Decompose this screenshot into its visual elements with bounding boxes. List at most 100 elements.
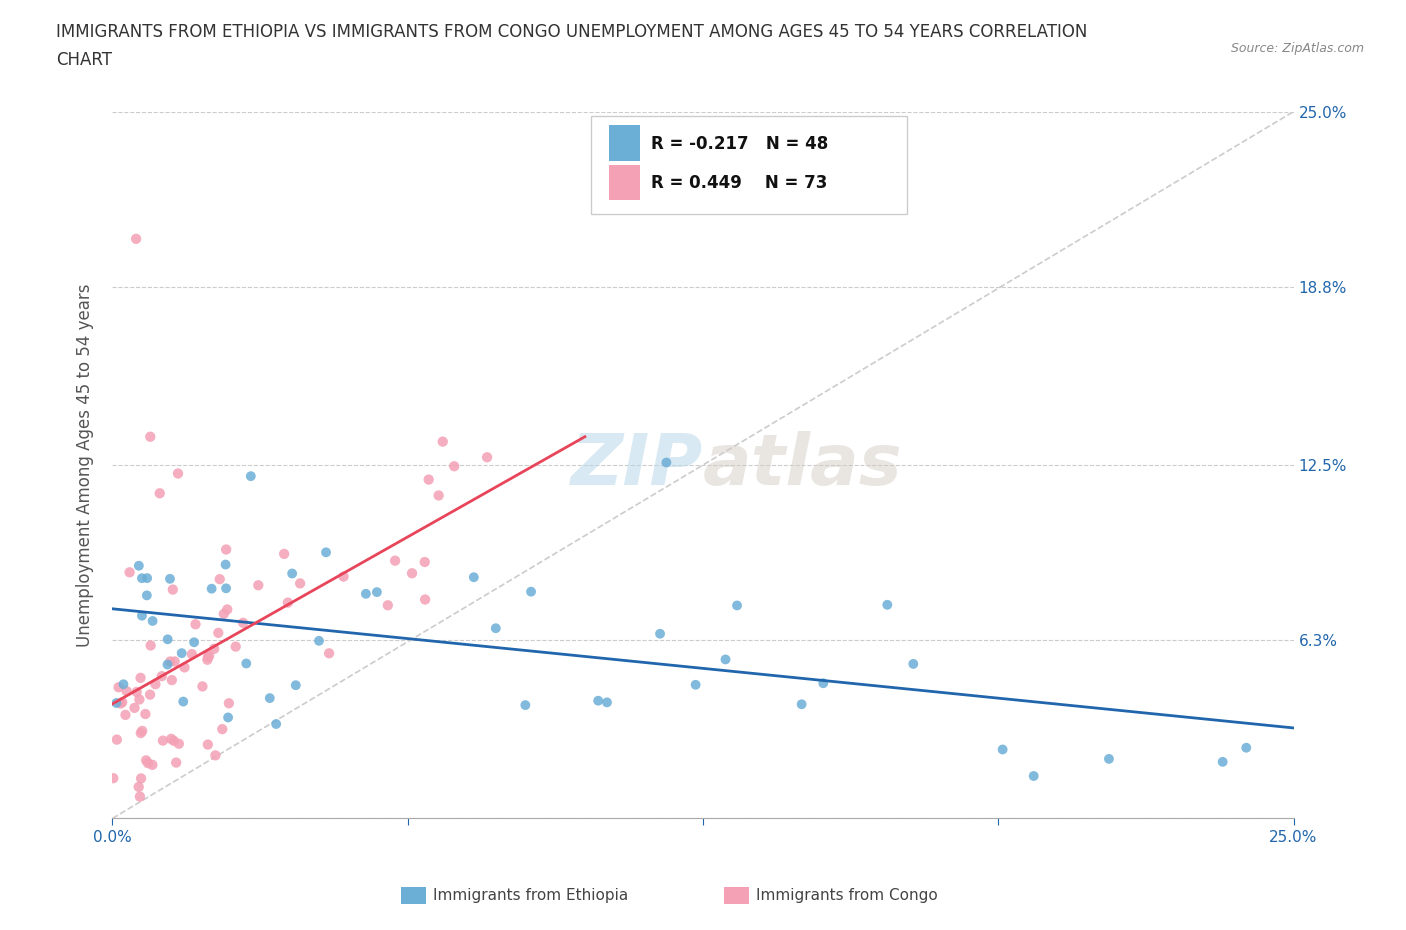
Point xyxy=(141,757,163,772)
Text: CHART: CHART xyxy=(56,51,112,69)
Point xyxy=(520,584,543,599)
Point xyxy=(172,694,194,709)
Point xyxy=(214,557,236,572)
Point xyxy=(273,547,295,562)
Point xyxy=(135,588,157,603)
Point xyxy=(418,472,440,487)
Point xyxy=(167,466,190,481)
Point xyxy=(991,742,1014,757)
Point xyxy=(217,710,239,724)
Point xyxy=(725,598,748,613)
Point xyxy=(173,660,195,675)
Point xyxy=(586,693,609,708)
Point xyxy=(714,652,737,667)
Point xyxy=(128,692,150,707)
Point xyxy=(432,434,454,449)
Point xyxy=(288,576,311,591)
Point xyxy=(308,633,330,648)
Point xyxy=(107,680,129,695)
Point xyxy=(136,571,159,586)
Point xyxy=(218,696,240,711)
Point xyxy=(152,733,174,748)
Point xyxy=(156,631,179,646)
Text: ZIP: ZIP xyxy=(571,431,703,499)
Text: Immigrants from Congo: Immigrants from Congo xyxy=(756,888,938,903)
Point xyxy=(247,578,270,592)
Point xyxy=(160,672,183,687)
Point xyxy=(167,737,190,751)
Point xyxy=(207,626,229,641)
Point xyxy=(259,691,281,706)
Point xyxy=(129,725,152,740)
Point xyxy=(596,695,619,710)
Point xyxy=(159,571,181,586)
Point xyxy=(163,734,186,749)
Point xyxy=(129,771,152,786)
Point xyxy=(277,595,299,610)
Point xyxy=(1234,740,1257,755)
Point xyxy=(475,450,498,465)
Point xyxy=(655,455,678,470)
Point xyxy=(111,695,134,710)
Point xyxy=(128,790,150,804)
Point xyxy=(115,684,138,698)
Point xyxy=(239,469,262,484)
Text: R = -0.217   N = 48: R = -0.217 N = 48 xyxy=(651,135,828,153)
Point xyxy=(485,621,508,636)
Point xyxy=(1212,754,1234,769)
Point xyxy=(876,597,898,612)
Point xyxy=(136,756,159,771)
Point xyxy=(129,671,152,685)
Point xyxy=(264,717,287,732)
Point xyxy=(165,755,187,770)
Point xyxy=(156,658,179,672)
Point xyxy=(142,614,165,629)
Y-axis label: Unemployment Among Ages 45 to 54 years: Unemployment Among Ages 45 to 54 years xyxy=(76,284,94,646)
Point xyxy=(103,771,125,786)
Point xyxy=(139,430,162,445)
Point xyxy=(131,571,153,586)
Point xyxy=(903,657,925,671)
Text: atlas: atlas xyxy=(703,431,903,499)
Point xyxy=(159,654,181,669)
Point xyxy=(201,581,224,596)
Point xyxy=(413,592,436,607)
Point xyxy=(208,572,231,587)
Point xyxy=(215,542,238,557)
Point xyxy=(145,677,167,692)
Point xyxy=(813,676,835,691)
Point xyxy=(150,669,173,684)
Point xyxy=(401,565,423,580)
Point xyxy=(105,696,128,711)
Text: Source: ZipAtlas.com: Source: ZipAtlas.com xyxy=(1230,42,1364,55)
Point xyxy=(125,232,148,246)
Point xyxy=(443,458,465,473)
Point xyxy=(315,545,337,560)
Point xyxy=(198,648,221,663)
Point xyxy=(463,570,485,585)
Point xyxy=(427,488,450,503)
Point xyxy=(112,677,135,692)
Point xyxy=(202,642,225,657)
Point xyxy=(281,566,304,581)
Point xyxy=(215,581,238,596)
Point xyxy=(197,737,219,752)
Point xyxy=(211,722,233,737)
Point xyxy=(366,585,388,600)
Point xyxy=(232,616,254,631)
Point xyxy=(197,649,219,664)
Point xyxy=(318,645,340,660)
Point xyxy=(204,748,226,763)
Point xyxy=(110,696,132,711)
Point xyxy=(515,698,537,712)
Point xyxy=(790,697,813,711)
Point xyxy=(191,679,214,694)
Point xyxy=(139,687,162,702)
Point xyxy=(648,626,671,641)
Point xyxy=(1098,751,1121,766)
Text: Immigrants from Ethiopia: Immigrants from Ethiopia xyxy=(433,888,628,903)
Point xyxy=(184,617,207,631)
Point xyxy=(114,708,136,723)
Point xyxy=(105,732,128,747)
Text: R = 0.449    N = 73: R = 0.449 N = 73 xyxy=(651,174,827,192)
